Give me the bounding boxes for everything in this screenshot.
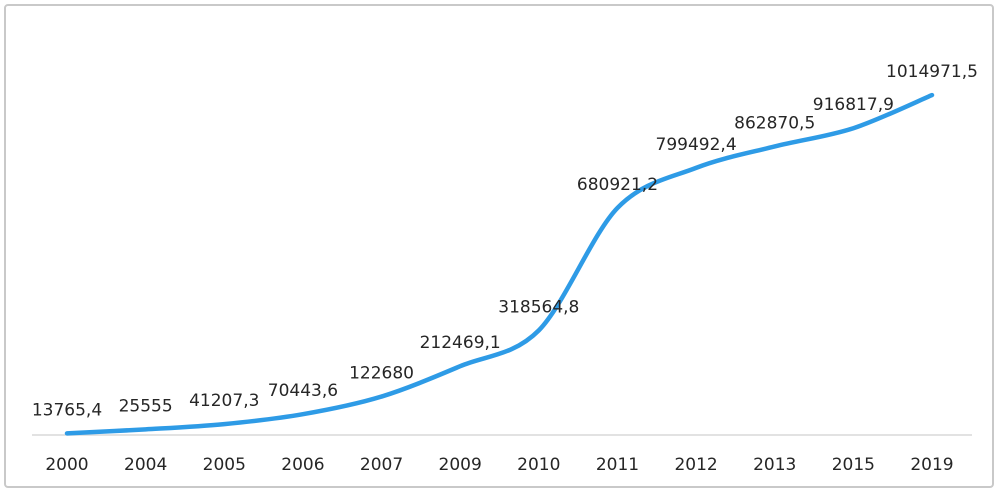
x-tick-label: 2011: [596, 455, 639, 475]
x-tick-label: 2019: [910, 455, 953, 475]
data-label: 122680: [349, 364, 414, 384]
data-label: 799492,4: [656, 135, 737, 155]
data-label: 70443,6: [268, 381, 338, 401]
chart-frame: [4, 4, 994, 488]
data-label: 680921,2: [577, 175, 658, 195]
data-label: 25555: [119, 396, 173, 416]
x-tick-label: 2007: [360, 455, 403, 475]
x-tick-label: 2012: [674, 455, 717, 475]
x-tick-label: 2004: [124, 455, 167, 475]
x-tick-label: 2009: [439, 455, 482, 475]
data-label: 41207,3: [189, 391, 259, 411]
x-tick-label: 2015: [832, 455, 875, 475]
data-label: 916817,9: [813, 95, 894, 115]
x-tick-label: 2006: [281, 455, 324, 475]
x-tick-label: 2010: [517, 455, 560, 475]
data-label: 318564,8: [498, 297, 579, 317]
data-label: 13765,4: [32, 400, 102, 420]
data-label: 1014971,5: [886, 62, 978, 82]
series-line: [64, 92, 935, 436]
data-labels: 13765,4 25555 41207,3 70443,6 122680 212469,1…: [32, 62, 978, 420]
x-tick-labels: 2000 2004 2005 2006 2007 2009 2010 2011 2012 2013…: [45, 455, 953, 475]
x-tick-label: 2000: [45, 455, 88, 475]
x-tick-label: 2005: [203, 455, 246, 475]
data-label: 862870,5: [734, 113, 815, 133]
x-tick-label: 2013: [753, 455, 796, 475]
data-label: 212469,1: [420, 333, 501, 353]
